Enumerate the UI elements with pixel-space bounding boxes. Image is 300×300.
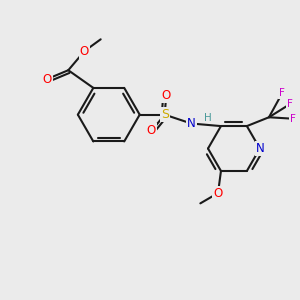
Text: O: O <box>43 73 52 85</box>
Text: N: N <box>256 142 264 155</box>
Text: F: F <box>287 99 293 109</box>
Text: O: O <box>213 187 223 200</box>
Text: O: O <box>80 45 89 58</box>
Text: F: F <box>290 114 296 124</box>
Text: F: F <box>279 88 285 98</box>
Text: N: N <box>187 117 196 130</box>
Text: O: O <box>147 124 156 137</box>
Text: S: S <box>161 108 169 121</box>
Text: O: O <box>162 89 171 102</box>
Text: H: H <box>203 112 211 123</box>
